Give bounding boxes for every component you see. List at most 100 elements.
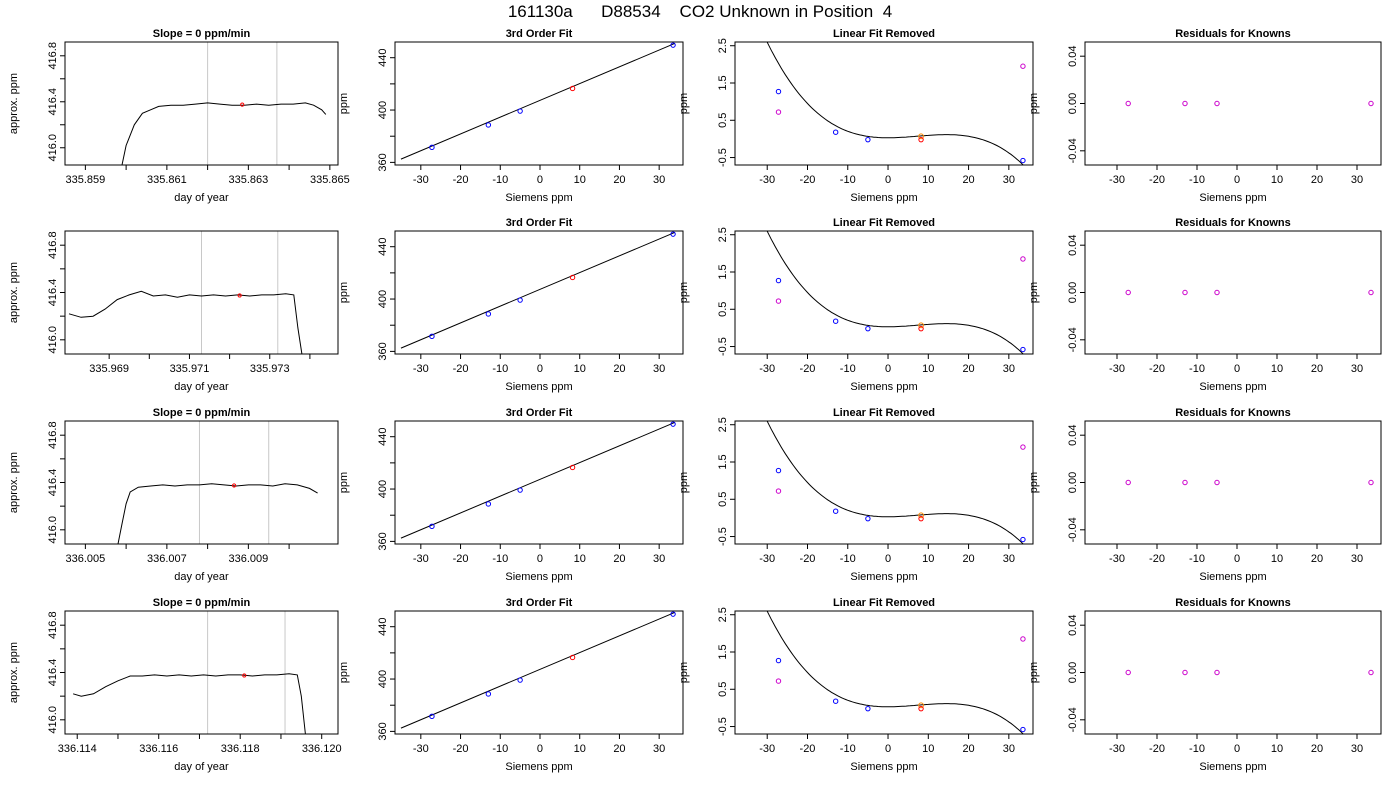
panel-title: Residuals for Knowns — [1175, 217, 1291, 229]
y-tick-label: 360 — [377, 342, 389, 360]
x-tick-label: -30 — [759, 174, 775, 186]
y-axis-label: ppm — [1028, 662, 1040, 683]
x-axis-label: day of year — [174, 192, 229, 204]
y-tick-label: 0.04 — [1067, 614, 1079, 635]
x-axis-label: Siemens ppm — [850, 761, 917, 773]
x-tick-label: 0 — [537, 174, 543, 186]
unknown-ring-point — [918, 322, 924, 329]
x-tick-label: -20 — [453, 553, 469, 565]
panel-title: Linear Fit Removed — [833, 597, 935, 609]
known-standard-point — [670, 42, 676, 48]
x-tick-label: -10 — [492, 363, 508, 375]
y-tick-label: 1.5 — [717, 75, 729, 90]
residual-point — [1368, 479, 1374, 486]
x-axis-label: day of year — [174, 381, 229, 393]
x-tick-label: -10 — [492, 743, 508, 755]
y-tick-label: 416.8 — [47, 421, 59, 449]
cubic-fit-curve — [766, 611, 1024, 734]
known-standard-point — [775, 88, 782, 95]
fit-line — [400, 611, 676, 729]
x-tick-label: 30 — [653, 174, 665, 186]
y-tick-label: 400 — [377, 101, 389, 119]
panel-r3-c2: Linear Fit Removed -30 -20 -10 0 10 20 30 -0.5 0.… — [678, 597, 1034, 773]
residual-point — [1020, 63, 1026, 69]
panel-r2-c2: Linear Fit Removed -30 -20 -10 0 10 20 30 -0.5 0.… — [678, 407, 1034, 583]
x-tick-label: 30 — [653, 553, 665, 565]
plot-area — [766, 421, 1026, 544]
x-tick-label: 10 — [574, 743, 586, 755]
known-standard-point — [775, 277, 782, 284]
panel-r1-c1: 3rd Order Fit -30 -20 -10 0 10 20 30 360 400 440 Si… — [338, 217, 684, 393]
plot-frame — [734, 230, 1034, 355]
residual-point — [775, 109, 782, 115]
residual-point — [1214, 289, 1220, 296]
y-axis-label: approx. ppm — [8, 73, 20, 134]
y-axis-label: ppm — [1028, 472, 1040, 493]
x-tick-label: -10 — [840, 363, 856, 375]
residual-point — [1020, 256, 1026, 262]
y-tick-label: 1.5 — [717, 644, 729, 659]
known-standard-point — [485, 122, 492, 128]
residual-point — [1214, 669, 1220, 676]
x-tick-label: 30 — [653, 743, 665, 755]
panel-title: 3rd Order Fit — [506, 28, 573, 40]
x-tick-label: 0 — [537, 553, 543, 565]
panel-r1-c2: Linear Fit Removed -30 -20 -10 0 10 20 30 -0.5 0.… — [678, 217, 1034, 393]
residual-point — [1182, 479, 1188, 486]
known-standard-point — [429, 713, 435, 720]
y-tick-label: -0.04 — [1067, 327, 1079, 352]
x-tick-label: 10 — [922, 743, 934, 755]
y-tick-label: 440 — [377, 238, 389, 256]
panel-r2-c3: Residuals for Knowns -30 -20 -10 0 10 20 30 -0.0… — [1028, 407, 1382, 583]
panel-title: 3rd Order Fit — [506, 597, 573, 609]
x-tick-label: 336.009 — [228, 553, 268, 565]
x-tick-label: 30 — [1351, 174, 1363, 186]
x-tick-label: 10 — [922, 553, 934, 565]
y-axis-label: ppm — [1028, 282, 1040, 303]
panel-title: Slope = 0 ppm/min — [153, 407, 251, 419]
x-tick-label: 10 — [922, 174, 934, 186]
y-tick-label: 416.8 — [47, 611, 59, 639]
x-tick-label: 335.969 — [89, 363, 129, 375]
x-tick-label: 0 — [537, 743, 543, 755]
residual-point — [1125, 669, 1131, 676]
x-tick-label: 336.007 — [147, 553, 187, 565]
x-tick-label: 335.861 — [147, 174, 187, 186]
x-tick-label: -10 — [840, 174, 856, 186]
x-tick-label: -20 — [1149, 743, 1165, 755]
x-axis-label: Siemens ppm — [505, 571, 572, 583]
y-tick-label: 2.5 — [717, 227, 729, 242]
known-standard-point — [429, 333, 435, 340]
x-tick-label: -30 — [413, 174, 429, 186]
x-tick-label: 20 — [613, 363, 625, 375]
plot-frame — [734, 41, 1034, 166]
x-axis-label: Siemens ppm — [505, 761, 572, 773]
x-tick-label: -20 — [800, 174, 816, 186]
y-tick-label: 0.00 — [1067, 472, 1079, 493]
y-tick-label: -0.5 — [717, 148, 729, 167]
y-tick-label: 0.5 — [717, 302, 729, 317]
concentration-trace — [121, 102, 327, 165]
plot-area — [1125, 669, 1374, 676]
panel-r1-c0: 335.969 335.971 335.973 416.0 416.4 416.8 day … — [8, 230, 339, 393]
x-tick-label: 30 — [1003, 553, 1015, 565]
residual-point — [1368, 669, 1374, 676]
plot-frame — [394, 230, 684, 355]
x-tick-label: 30 — [1351, 363, 1363, 375]
y-tick-label: -0.5 — [717, 717, 729, 736]
unknown-sample-point — [918, 515, 924, 522]
plot-area — [68, 231, 303, 354]
residual-point — [1125, 100, 1131, 107]
x-tick-label: -30 — [413, 553, 429, 565]
plot-frame — [1084, 420, 1382, 545]
panel-r2-c1: 3rd Order Fit -30 -20 -10 0 10 20 30 360 400 440 Si… — [338, 407, 684, 583]
y-tick-label: 0.5 — [717, 492, 729, 507]
y-tick-label: 400 — [377, 480, 389, 498]
x-tick-label: 30 — [1003, 174, 1015, 186]
x-tick-label: -30 — [759, 743, 775, 755]
residual-point — [1020, 444, 1026, 450]
unknown-sample-point — [569, 464, 576, 471]
y-tick-label: 0.5 — [717, 113, 729, 128]
concentration-trace — [72, 673, 306, 734]
y-axis-label: ppm — [338, 662, 350, 683]
